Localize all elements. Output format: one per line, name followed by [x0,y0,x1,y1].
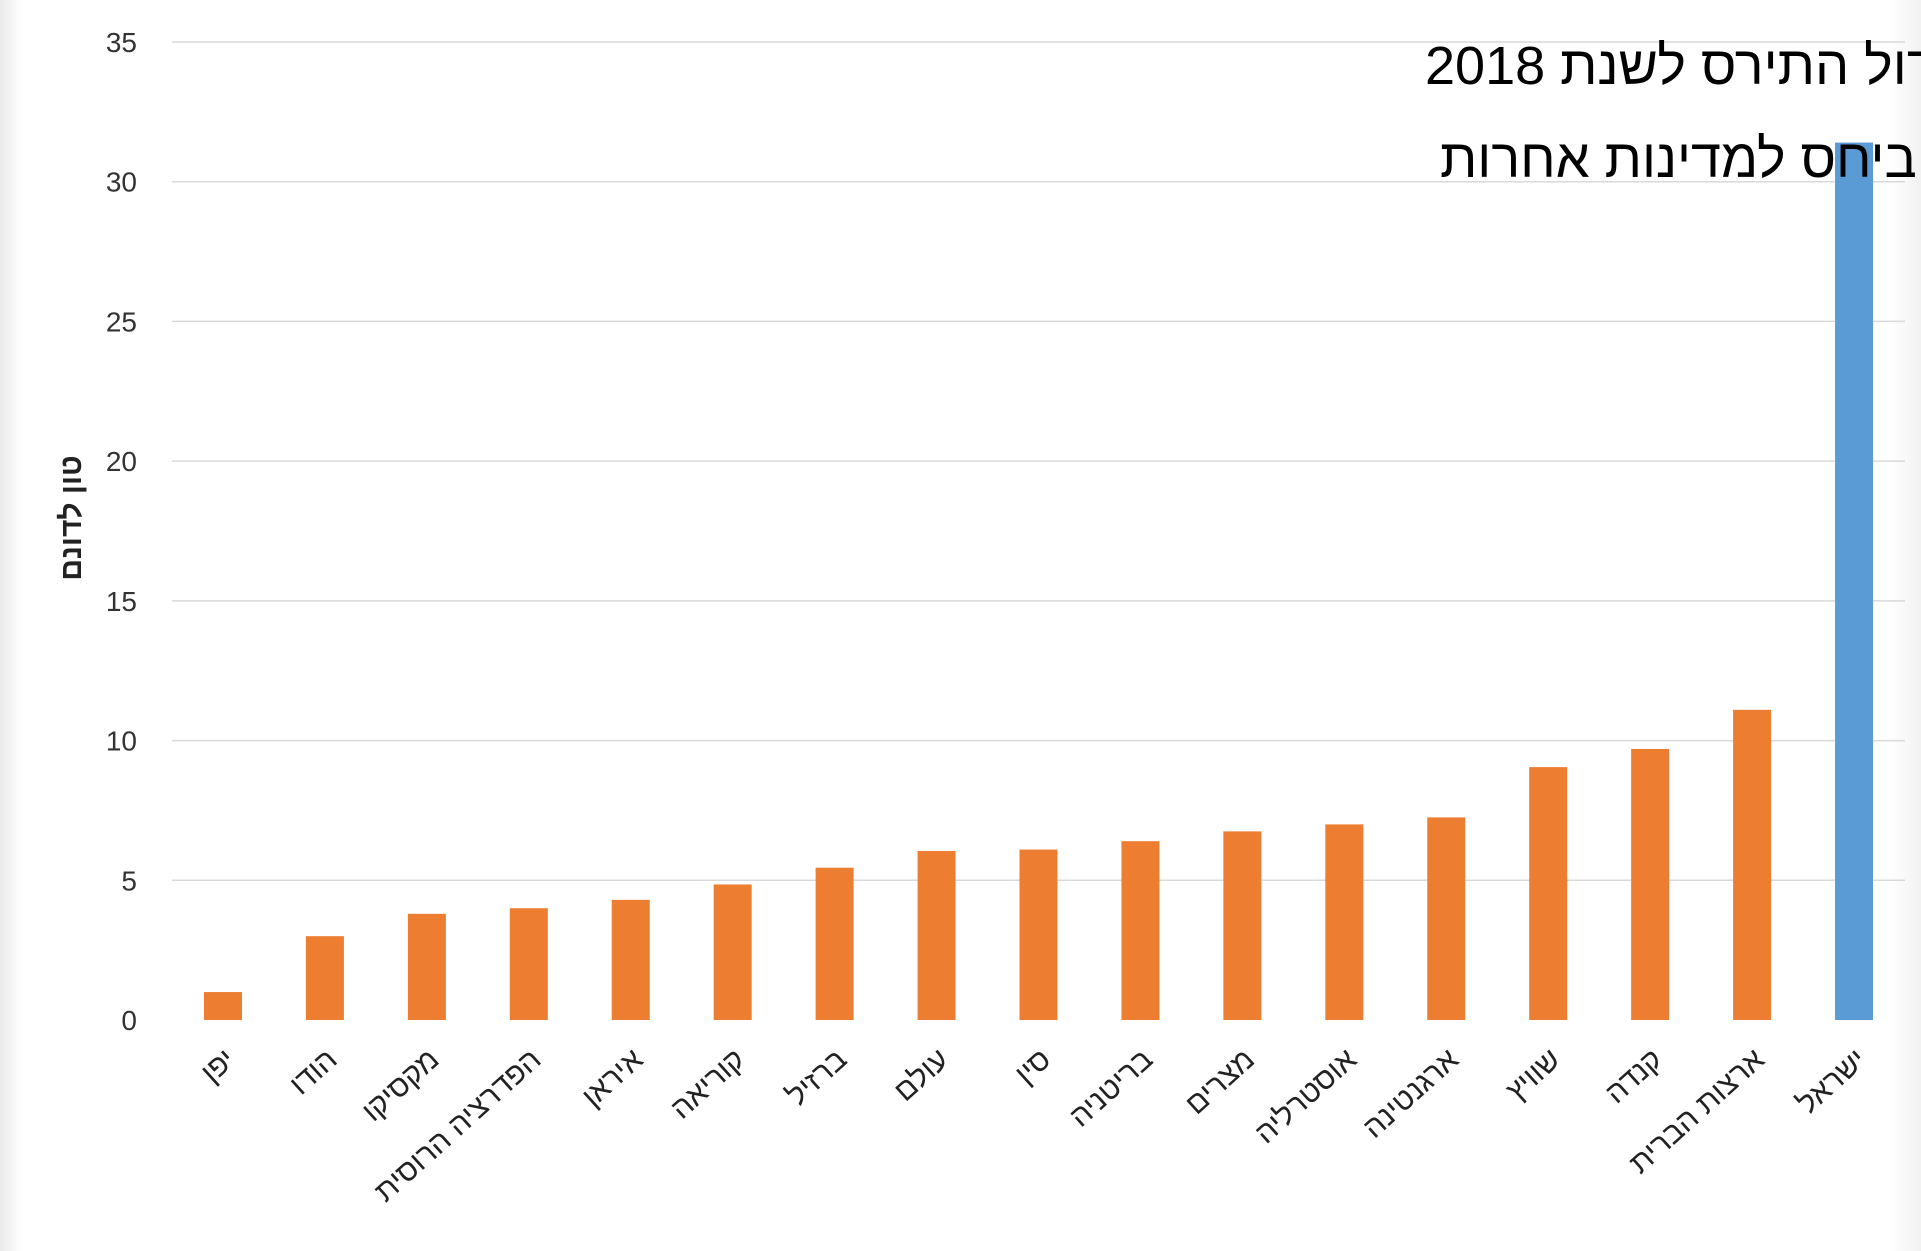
x-category-label: יפן [195,1043,242,1090]
bar [305,936,344,1020]
x-category-label: ארגנטינה [1357,1043,1465,1145]
bar [815,867,854,1020]
x-category-label: בריטניה [1063,1043,1159,1134]
bar [509,908,548,1020]
bar [407,913,446,1020]
bar [203,992,242,1020]
x-category-label: קנדה [1599,1043,1669,1110]
bar [1733,709,1772,1020]
bar [1427,817,1466,1020]
y-tick-label: 20 [106,446,137,477]
bar [1223,831,1262,1020]
y-tick-label: 30 [106,167,137,198]
x-category-label: עולם [888,1043,955,1108]
x-category-label: שוויץ [1500,1043,1567,1108]
chart-title: תפוקה ממוצעת בגידול התירס לשנת 2018 [1425,36,1921,96]
x-category-label: מקסיקו [356,1043,446,1128]
x-category-label: קוריאה [664,1043,751,1126]
bar [1325,824,1364,1020]
y-axis-ticks: 0 5 10 15 20 25 30 35 [106,27,137,1036]
y-tick-label: 35 [106,27,137,58]
x-category-label: איראן [576,1043,650,1114]
bars [203,142,1874,1020]
bar [1019,849,1058,1020]
y-tick-label: 25 [106,306,137,337]
y-tick-label: 0 [121,1005,137,1036]
x-category-label: ברזיל [781,1043,854,1113]
y-tick-label: 15 [106,586,137,617]
y-tick-label: 10 [106,726,137,757]
y-axis-title: טון לדונם [55,455,88,580]
gridlines [172,41,1905,882]
bar [1835,142,1874,1020]
x-category-label: מצרים [1179,1043,1261,1121]
bar [713,884,752,1020]
bar [1631,748,1670,1020]
x-category-label: ישראל [1791,1043,1872,1121]
y-tick-label: 5 [121,865,137,896]
bar [917,850,956,1020]
bar [611,899,650,1020]
bar [1529,767,1568,1020]
bar [1121,841,1160,1020]
x-category-label: אוסטרליה [1249,1043,1363,1151]
chart-subtitle: - ישראל ביחס למדינות אחרות [1440,129,1921,189]
x-category-label: סין [1009,1043,1057,1091]
x-category-label: הודו [283,1043,343,1102]
